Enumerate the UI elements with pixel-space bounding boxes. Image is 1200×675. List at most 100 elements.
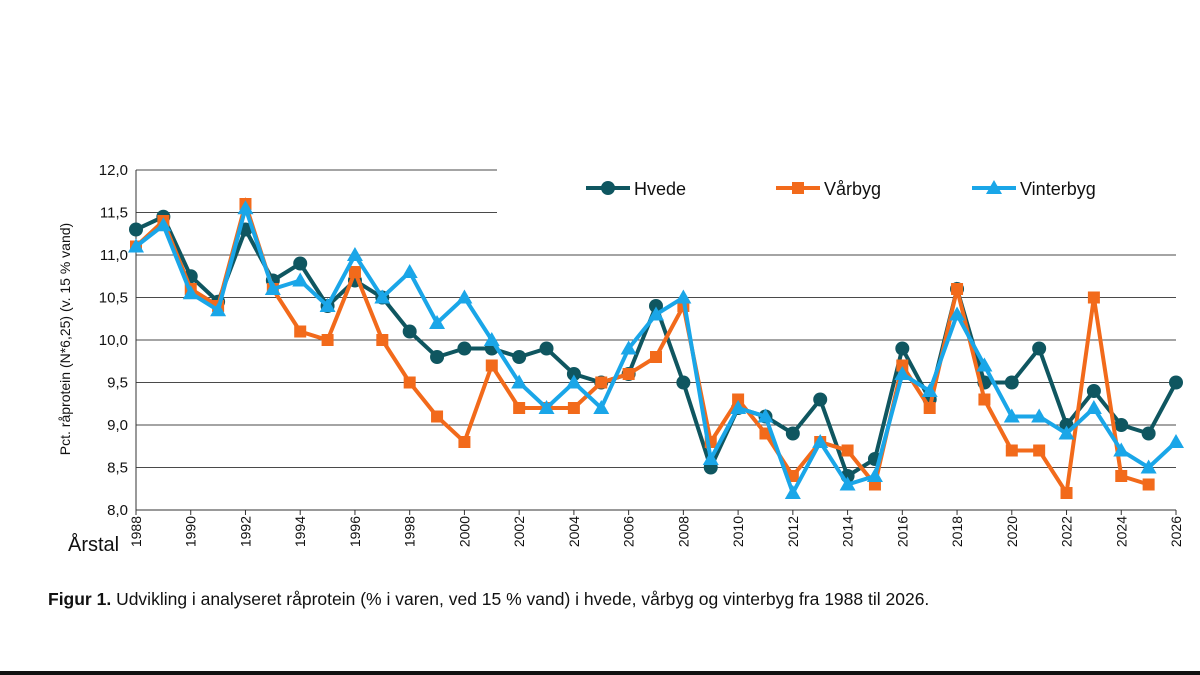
x-tick-label: 2006 xyxy=(621,516,637,547)
data-point xyxy=(620,340,637,355)
data-point xyxy=(1033,444,1046,457)
x-tick-label: 1998 xyxy=(402,516,418,547)
data-point xyxy=(1142,478,1155,491)
legend-item-1: Hvede xyxy=(586,179,686,199)
data-point xyxy=(346,247,363,261)
data-point xyxy=(593,400,610,414)
data-point xyxy=(675,289,692,304)
x-axis-label: Årstal xyxy=(68,533,119,556)
data-point xyxy=(293,256,308,271)
data-point xyxy=(976,357,993,372)
y-tick-label: 10,0 xyxy=(99,332,128,349)
data-point xyxy=(566,367,581,381)
data-point xyxy=(429,315,446,329)
data-point xyxy=(732,393,745,406)
data-point xyxy=(1004,375,1019,390)
series-1 xyxy=(129,209,1183,483)
caption-label: Figur 1. xyxy=(48,589,112,609)
x-tick-label: 2018 xyxy=(949,516,965,547)
data-point xyxy=(1114,418,1129,432)
legend-marker xyxy=(986,180,1002,194)
legend: Hvede Vårbyg Vinterbyg xyxy=(586,179,1096,199)
data-point xyxy=(128,238,144,253)
data-point xyxy=(949,306,966,321)
data-point xyxy=(730,400,747,414)
data-point xyxy=(483,332,500,346)
data-point xyxy=(264,281,281,295)
data-point xyxy=(648,306,664,321)
legend-item-3: Vinterbyg xyxy=(972,179,1096,199)
data-point xyxy=(1060,487,1073,499)
data-point xyxy=(485,359,498,372)
data-point xyxy=(374,289,391,304)
data-point xyxy=(182,285,199,300)
data-point xyxy=(923,402,936,414)
data-point xyxy=(210,302,227,317)
data-point xyxy=(1031,408,1048,423)
x-tick-label: 2004 xyxy=(566,516,582,547)
data-point xyxy=(1005,444,1018,457)
series-line xyxy=(135,214,1178,480)
y-tick-label: 8,5 xyxy=(107,460,128,477)
series-line xyxy=(134,196,1150,499)
data-point xyxy=(839,476,856,491)
data-point xyxy=(1140,459,1157,474)
data-point xyxy=(458,436,471,448)
data-point xyxy=(866,468,883,482)
series-2 xyxy=(130,196,1155,499)
figure-caption: Figur 1. Udvikling i analyseret råprotei… xyxy=(48,589,929,610)
data-point xyxy=(649,299,663,313)
data-point xyxy=(895,341,910,356)
x-tick-label: 2010 xyxy=(730,516,746,547)
data-point xyxy=(1141,426,1156,441)
data-point xyxy=(812,434,829,448)
legend-label: Hvede xyxy=(634,179,686,199)
data-point xyxy=(1168,434,1184,448)
data-point xyxy=(402,324,417,339)
data-point xyxy=(784,485,801,499)
series-layer xyxy=(128,196,1184,499)
data-point xyxy=(565,374,582,389)
x-tick-label: 1994 xyxy=(292,516,308,547)
data-point xyxy=(457,341,472,356)
data-point xyxy=(896,359,909,372)
data-point xyxy=(841,444,854,457)
x-tick-label: 1992 xyxy=(237,516,253,547)
data-point xyxy=(292,272,309,287)
data-point xyxy=(513,402,526,414)
y-tick-label: 12,0 xyxy=(99,162,128,179)
y-tick-label: 9,0 xyxy=(107,417,128,434)
y-tick-label: 11,5 xyxy=(100,205,128,222)
legend-marker xyxy=(792,182,804,194)
data-point xyxy=(1003,408,1020,423)
legend-item-2: Vårbyg xyxy=(776,179,881,199)
x-tick-label: 2014 xyxy=(840,516,856,547)
x-tick-label: 2002 xyxy=(511,516,527,547)
data-point xyxy=(595,376,608,389)
data-point xyxy=(567,402,580,414)
y-tick-label: 8,0 xyxy=(107,502,128,519)
x-tick-label: 2026 xyxy=(1168,516,1184,547)
y-tick-label: 9,5 xyxy=(107,375,128,392)
data-point xyxy=(951,283,964,295)
data-point xyxy=(539,341,554,356)
x-tick-label: 2022 xyxy=(1059,516,1075,547)
axes: 8,0 8,5 9,0 9,5 10,0 10,5 11,0 11,5 12,0 1988 1990… xyxy=(99,162,1184,547)
data-point xyxy=(757,408,774,423)
data-point xyxy=(456,289,473,304)
data-point xyxy=(321,334,334,346)
data-point xyxy=(785,426,800,441)
y-tick-label: 11,0 xyxy=(100,247,128,264)
data-point xyxy=(348,266,361,278)
data-point xyxy=(431,410,444,423)
x-tick-label: 2000 xyxy=(456,516,472,547)
x-tick-label: 1988 xyxy=(128,516,144,547)
data-point xyxy=(319,298,336,312)
data-point xyxy=(702,451,719,465)
data-point xyxy=(511,374,528,389)
data-point xyxy=(294,325,307,338)
data-point xyxy=(403,376,416,389)
data-point xyxy=(1085,400,1102,414)
data-point xyxy=(894,366,911,380)
data-point xyxy=(622,368,635,380)
